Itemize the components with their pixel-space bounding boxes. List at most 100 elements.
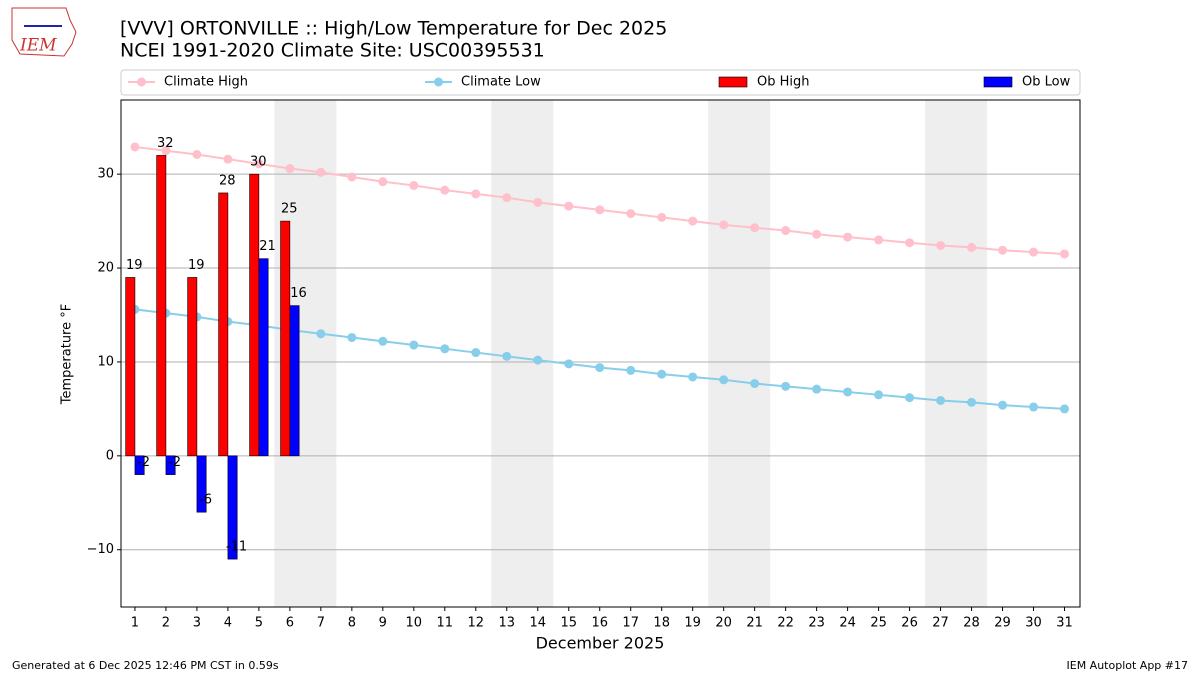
data-label: -2 [137, 455, 150, 470]
y-tick-label: 20 [97, 261, 114, 276]
point [1060, 249, 1070, 259]
point [750, 379, 760, 389]
x-axis-label: December 2025 [536, 634, 665, 653]
x-tick-label: 12 [468, 616, 485, 631]
x-tick-label: 28 [963, 616, 980, 631]
point [440, 344, 450, 354]
x-tick-label: 20 [715, 616, 732, 631]
x-tick-label: 9 [379, 616, 387, 631]
x-tick-label: 15 [560, 616, 577, 631]
point [347, 333, 357, 343]
x-tick-label: 3 [193, 616, 201, 631]
data-label: 30 [250, 155, 267, 170]
point [688, 372, 698, 382]
footer-left: Generated at 6 Dec 2025 12:46 PM CST in … [12, 659, 279, 672]
point [533, 197, 543, 207]
data-label: 25 [281, 202, 298, 217]
legend-box [120, 69, 1081, 96]
point [719, 220, 729, 230]
chart-subtitle: NCEI 1991-2020 Climate Site: USC00395531 [120, 40, 545, 62]
point [874, 235, 884, 245]
x-tick-label: 10 [406, 616, 423, 631]
x-tick-label: 14 [529, 616, 546, 631]
x-tick-label: 4 [224, 616, 232, 631]
point [874, 390, 884, 400]
point [564, 359, 574, 369]
weekend-shade [491, 100, 554, 607]
legend-label: Climate Low [461, 75, 541, 90]
data-label: 32 [157, 136, 174, 151]
point [936, 395, 946, 405]
point [905, 238, 915, 248]
point [595, 363, 605, 373]
point [843, 232, 853, 242]
logo-outline [11, 7, 77, 57]
x-tick-label: 21 [746, 616, 763, 631]
x-tick-label: 16 [591, 616, 608, 631]
x-tick-label: 24 [839, 616, 856, 631]
x-tick-label: 30 [1025, 616, 1042, 631]
footer-right: IEM Autoplot App #17 [1067, 659, 1189, 672]
x-tick-label: 17 [622, 616, 639, 631]
point [843, 387, 853, 397]
x-tick-label: 8 [348, 616, 356, 631]
weekend-shade [925, 100, 988, 607]
y-tick-label: 30 [97, 167, 114, 182]
weekend-shade [708, 100, 771, 607]
point [409, 340, 419, 350]
point [998, 400, 1008, 410]
point [192, 149, 202, 159]
x-tick-label: 13 [498, 616, 515, 631]
bar [165, 455, 176, 475]
point [502, 351, 512, 361]
bar [125, 277, 136, 457]
legend-marker [434, 77, 443, 87]
x-tick-label: 7 [317, 616, 325, 631]
point [595, 205, 605, 215]
bar [187, 277, 198, 457]
y-tick-label: 0 [106, 448, 114, 463]
point [409, 180, 419, 190]
point [688, 216, 698, 226]
bar [227, 455, 238, 560]
data-label: 19 [188, 258, 205, 273]
x-tick-label: 22 [777, 616, 794, 631]
bar [218, 192, 229, 457]
x-tick-label: 1 [131, 616, 139, 631]
chart-title: [VVV] ORTONVILLE :: High/Low Temperature… [120, 18, 667, 40]
bar [289, 305, 300, 457]
bar [156, 155, 167, 457]
data-label: 21 [259, 239, 276, 254]
legend-patch [983, 76, 1013, 88]
x-tick-label: 18 [653, 616, 670, 631]
legend-label: Ob High [757, 75, 810, 90]
x-tick-label: 11 [437, 616, 454, 631]
plot-frame [120, 99, 1081, 608]
data-label: -6 [199, 493, 212, 508]
point [905, 393, 915, 403]
bar [196, 455, 207, 513]
point [471, 189, 481, 199]
data-label: -11 [226, 540, 247, 555]
point [1060, 404, 1070, 414]
y-tick-label: 10 [97, 354, 114, 369]
point [316, 329, 326, 339]
x-tick-label: 29 [994, 616, 1011, 631]
x-tick-label: 5 [255, 616, 263, 631]
point [502, 193, 512, 203]
data-label: 16 [290, 286, 307, 301]
legend-marker [137, 77, 146, 87]
data-label: -2 [168, 455, 181, 470]
point [626, 209, 636, 219]
legend-patch [718, 76, 748, 88]
point [378, 177, 388, 187]
y-tick-label: −10 [87, 542, 114, 557]
point [781, 226, 791, 236]
point [936, 241, 946, 251]
x-tick-label: 27 [932, 616, 949, 631]
point [998, 245, 1008, 255]
point [750, 223, 760, 233]
legend-label: Ob Low [1022, 75, 1071, 90]
x-tick-label: 6 [286, 616, 294, 631]
